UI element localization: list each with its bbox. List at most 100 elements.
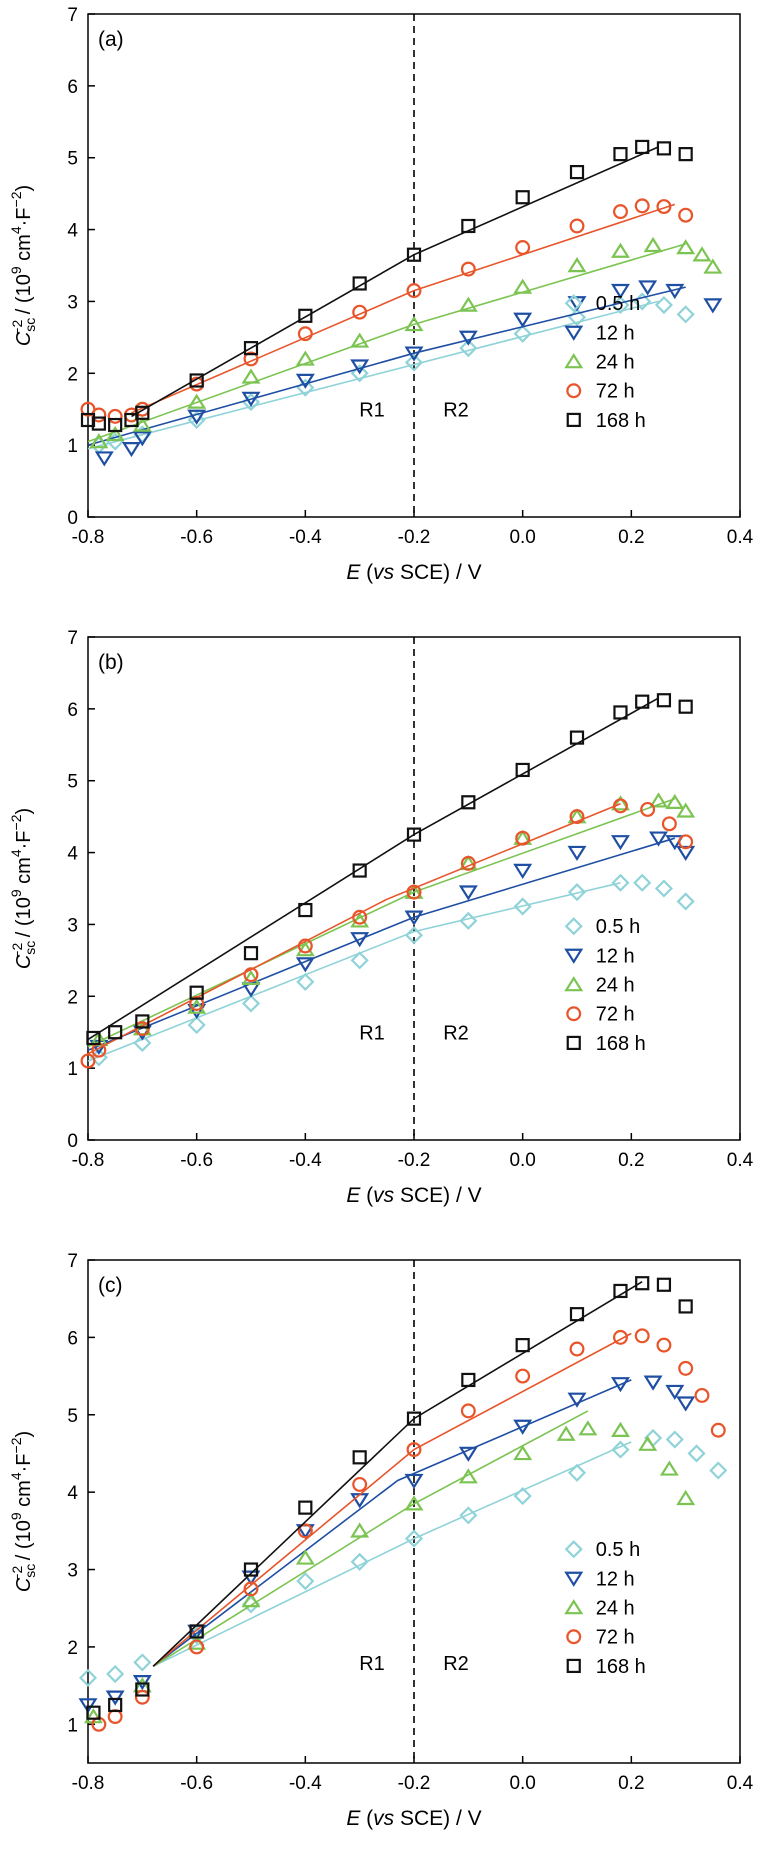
data-point <box>513 1445 533 1461</box>
y-tick-label: 4 <box>67 1483 78 1504</box>
y-tick-label: 0 <box>67 508 78 529</box>
data-point <box>611 873 630 892</box>
data-point <box>404 315 424 332</box>
panel-label: (b) <box>98 651 124 674</box>
data-point <box>241 969 261 986</box>
data-point <box>189 985 204 1000</box>
data-point <box>654 879 673 898</box>
data-point <box>135 1682 150 1697</box>
data-point <box>461 1372 476 1388</box>
data-point <box>458 296 478 312</box>
data-point <box>567 257 587 273</box>
legend-label: 12 h <box>596 322 635 344</box>
x-tick-label: -0.6 <box>180 1773 213 1794</box>
y-axis-label: Csc−2 / (109 cm4·F−2) <box>8 1431 38 1592</box>
data-point <box>133 1653 152 1672</box>
data-point <box>298 308 313 323</box>
legend-marker <box>564 976 584 992</box>
series-12-h <box>87 280 723 467</box>
data-point <box>105 1690 125 1706</box>
data-point <box>515 830 531 846</box>
data-point <box>611 1440 630 1459</box>
data-point <box>352 304 368 320</box>
fit-line <box>87 797 676 1048</box>
legend-marker <box>566 383 582 399</box>
data-point <box>694 1387 710 1403</box>
data-point <box>350 332 370 348</box>
data-point <box>461 218 476 234</box>
data-point <box>613 1283 628 1299</box>
data-point <box>634 1328 650 1344</box>
legend-marker <box>564 1540 583 1559</box>
x-tick-label: 0.4 <box>727 1150 754 1171</box>
x-tick-label: 0.0 <box>509 1150 535 1171</box>
data-point <box>659 1460 679 1476</box>
data-point <box>187 1003 207 1020</box>
data-point <box>297 1523 313 1539</box>
y-tick-label: 3 <box>67 1561 78 1582</box>
legend-marker <box>564 1571 584 1587</box>
data-point <box>297 938 313 954</box>
region-label-r1: R1 <box>359 1022 385 1044</box>
data-point <box>350 364 369 383</box>
data-point <box>352 1476 368 1492</box>
data-point <box>676 239 696 255</box>
data-point <box>298 1500 313 1515</box>
y-tick-label: 1 <box>67 1715 78 1736</box>
data-point <box>567 883 587 902</box>
data-point <box>578 1420 598 1436</box>
data-point <box>105 425 125 442</box>
data-point <box>665 1430 684 1449</box>
data-point <box>132 431 152 447</box>
x-tick-label: -0.4 <box>289 1150 322 1171</box>
data-point <box>189 373 204 388</box>
legend-marker <box>566 1658 581 1674</box>
data-point <box>89 433 109 449</box>
data-point <box>610 1421 630 1437</box>
data-point <box>78 1698 98 1714</box>
data-point <box>80 1053 96 1069</box>
data-point <box>661 816 677 832</box>
region-label-r2: R2 <box>443 1653 469 1675</box>
data-point <box>569 1341 585 1357</box>
data-point <box>692 246 712 262</box>
data-point <box>108 1025 123 1040</box>
data-point <box>404 346 424 362</box>
x-tick-label: -0.2 <box>398 1150 431 1171</box>
data-point <box>687 1444 706 1463</box>
data-point <box>350 951 369 970</box>
y-tick-label: 5 <box>67 772 78 793</box>
data-point <box>296 972 315 991</box>
data-point <box>569 218 585 234</box>
y-tick-label: 1 <box>67 436 78 457</box>
data-point <box>80 412 96 428</box>
data-point <box>612 204 628 220</box>
data-point <box>187 1015 206 1035</box>
data-point <box>404 1473 424 1489</box>
panel-label: (c) <box>98 1274 123 1297</box>
data-point <box>513 863 533 879</box>
data-point <box>406 1411 422 1426</box>
y-tick-label: 2 <box>67 364 78 385</box>
data-point <box>703 258 723 274</box>
y-tick-label: 2 <box>67 987 78 1008</box>
data-point <box>676 845 696 862</box>
y-tick-label: 4 <box>67 221 78 242</box>
x-tick-label: -0.2 <box>398 527 431 548</box>
data-point <box>610 1377 630 1393</box>
data-point <box>640 801 656 817</box>
data-point <box>610 283 630 300</box>
y-tick-label: 6 <box>67 700 78 721</box>
data-point <box>569 730 585 745</box>
data-point <box>121 442 141 458</box>
data-point <box>243 946 259 961</box>
data-point <box>665 793 685 809</box>
series-168-h <box>80 139 693 433</box>
x-axis-label: E (vs SCE) / V <box>346 561 481 584</box>
data-point <box>656 141 672 156</box>
data-point <box>460 855 476 871</box>
y-tick-label: 3 <box>67 292 78 313</box>
x-tick-label: -0.6 <box>180 527 213 548</box>
chart-panel-c: -0.8 -0.6 -0.4 -0.2 0.0 0.2 0.4 1 2 3 4 5 6 7 R1 R2 (c) 0… <box>8 1251 754 1830</box>
